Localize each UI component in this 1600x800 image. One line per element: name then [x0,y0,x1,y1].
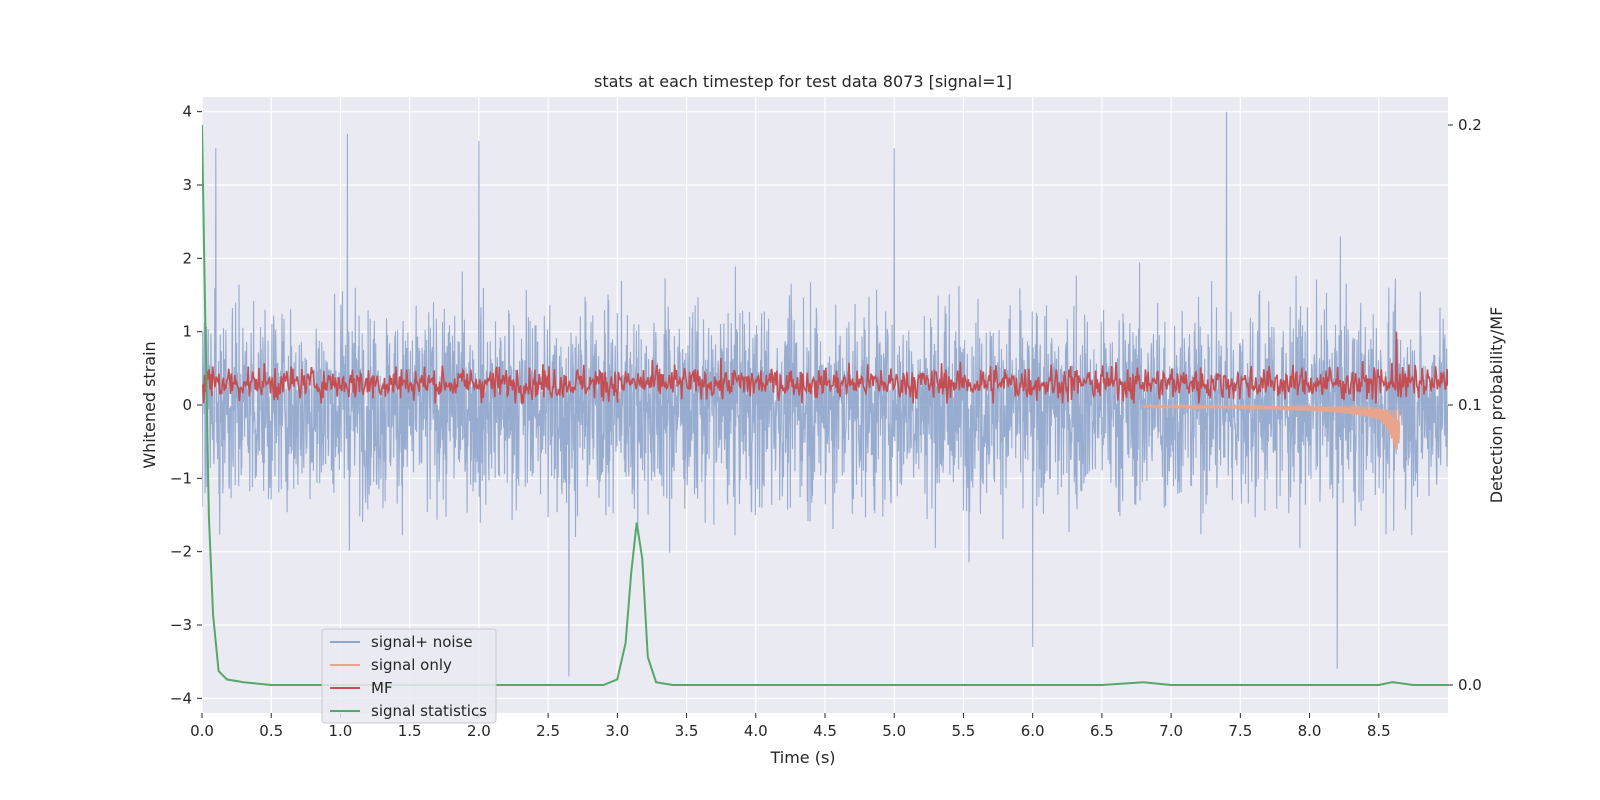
series-mf [202,331,1448,404]
series-signal-only [1142,403,1401,450]
x-tick-label: 3.0 [605,722,629,740]
x-tick-label: 3.5 [675,722,699,740]
y-tick-label: −2 [170,543,192,561]
y-tick-label: −1 [170,469,192,487]
x-tick-label: 7.5 [1228,722,1252,740]
series-signal-statistics [202,124,1448,686]
y-tick-label: −3 [170,616,192,634]
legend-box [321,628,497,724]
x-tick-label: 1.5 [398,722,422,740]
chart-title: stats at each timestep for test data 807… [594,72,1012,91]
y-tick-label: 1 [182,323,192,341]
ticks-layer: 0.0 0.5 1.0 1.5 2.0 2.5 3.0 3.5 4.0 4.5 5.0 5.5 6.0 6… [170,103,1482,740]
legend-label-signal-noise: signal+ noise [371,633,473,651]
series-layer [202,111,1448,686]
x-tick-label: 0.0 [190,722,214,740]
legend-label-signal-only: signal only [371,656,452,674]
y-tick-label: −4 [170,689,192,707]
x-tick-label: 8.0 [1298,722,1322,740]
y2-tick-label: 0.2 [1458,116,1482,134]
series-signal-noise [202,111,1448,677]
x-tick-label: 2.0 [467,722,491,740]
y2-axis-title: Detection probability/MF [1487,307,1506,504]
x-tick-label: 5.5 [952,722,976,740]
x-axis-title: Time (s) [769,748,835,767]
y2-tick-label: 0.0 [1458,676,1482,694]
x-tick-label: 8.5 [1367,722,1391,740]
x-tick-label: 7.0 [1159,722,1183,740]
y-tick-label: 0 [182,396,192,414]
y-tick-label: 3 [182,176,192,194]
x-tick-label: 1.0 [329,722,353,740]
x-tick-label: 5.0 [882,722,906,740]
x-tick-label: 2.5 [536,722,560,740]
y-tick-label: 2 [182,249,192,267]
legend-label-mf: MF [371,679,393,697]
x-tick-label: 4.0 [744,722,768,740]
legend: signal+ noise signal only MF signal stat… [321,628,497,724]
y-tick-label: 4 [182,103,192,121]
y2-tick-label: 0.1 [1458,396,1482,414]
x-tick-label: 6.0 [1021,722,1045,740]
y-axis-title: Whitened strain [140,341,159,468]
x-tick-label: 0.5 [259,722,283,740]
x-tick-label: 4.5 [813,722,837,740]
legend-label-signal-statistics: signal statistics [371,702,487,720]
x-tick-label: 6.5 [1090,722,1114,740]
